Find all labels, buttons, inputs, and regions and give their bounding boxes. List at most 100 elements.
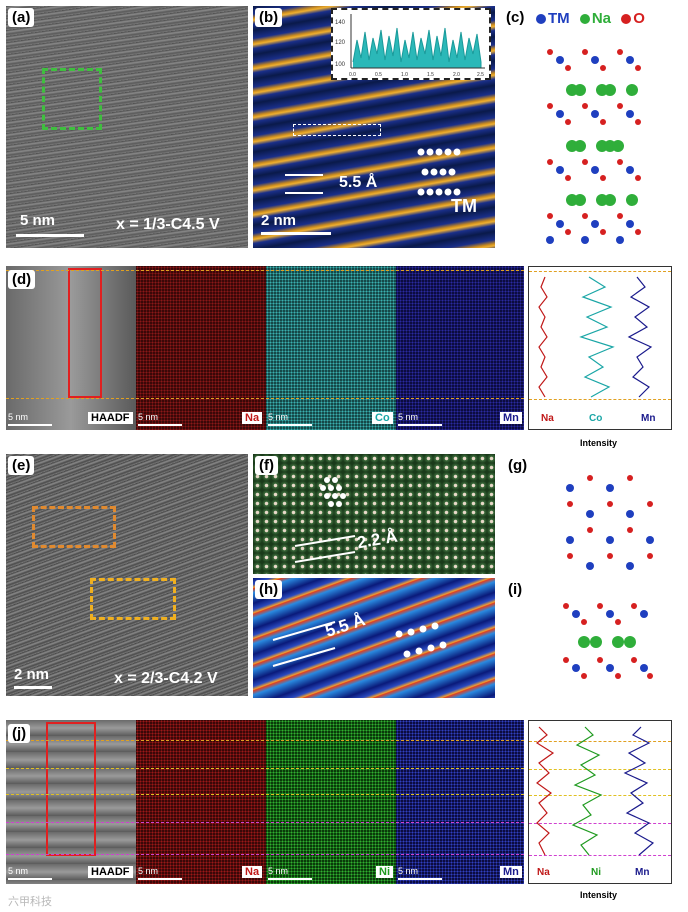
legend-tm: TM: [548, 10, 570, 27]
panel-d-eds-maps: (d) 5 nm HAADF 5 nm Na 5 nm Co 5 nm Mn: [6, 266, 524, 430]
tag-d-na: Na: [242, 412, 263, 424]
panel-i-label: (i): [508, 581, 523, 598]
legend-na: Na: [591, 10, 612, 27]
profile-d-label-co: Co: [589, 413, 603, 424]
profile-j-label-na: Na: [537, 867, 550, 878]
region-box-green: [42, 68, 102, 130]
scale-bar-d-3: [398, 424, 442, 426]
intensity-label-d: Intensity: [580, 438, 618, 448]
scale-bar-e: [14, 686, 52, 689]
panel-g-label: (g): [508, 457, 528, 474]
profile-d-mn: [627, 276, 653, 398]
condition-text-e: x = 2/3-C4.2 V: [114, 670, 218, 687]
scale-bar-d-0: [8, 424, 52, 426]
spacing-line-2: [285, 192, 323, 194]
profile-d-top-line: [529, 271, 671, 272]
scale-bar-a: [16, 234, 84, 237]
boundary-line-j-5: [6, 854, 524, 855]
scale-bar-j-3: [398, 878, 442, 880]
panel-j-eds-maps: (j) 5 nm HAADF 5 nm Na 5 nm Ni 5 nm Mn: [6, 720, 524, 884]
panel-j-label: (j): [8, 724, 31, 743]
scale-text-d-0: 5 nm: [8, 412, 29, 422]
profile-j-svg: [535, 726, 655, 856]
inset-y-tick-1: 120: [335, 40, 346, 46]
map-j-mn: [396, 720, 524, 884]
inset-profile-svg: 140 120 100 0.0 0.5 1.0 1.5 2.0 2.5: [335, 14, 485, 78]
scale-text-j-1: 5 nm: [138, 866, 159, 876]
map-d-mn: [396, 266, 524, 430]
panel-d-label: (d): [8, 270, 36, 289]
panel-h-atomic-image: (h) 5.5 Å: [253, 578, 495, 698]
scale-bar-d-1: [138, 424, 182, 426]
panel-i-structure-model: (i): [500, 578, 682, 698]
panel-a-label: (a): [8, 8, 35, 27]
tag-d-mn: Mn: [500, 412, 522, 424]
inset-y-tick-2: 100: [335, 62, 346, 68]
atom-dot-cluster-f: [320, 477, 346, 507]
spacing-text-f: 2.2 Å: [355, 526, 399, 553]
legend-dot-o: [621, 14, 632, 25]
inset-x-tick-1: 0.5: [375, 72, 382, 78]
structure-model-c: [546, 49, 641, 244]
inset-x-tick-5: 2.5: [477, 72, 484, 78]
profile-j-ni: [571, 726, 603, 856]
panel-b-label: (b): [255, 8, 283, 27]
inset-line-profile: 140 120 100 0.0 0.5 1.0 1.5 2.0 2.5: [331, 8, 491, 80]
scale-bar-j-1: [138, 878, 182, 880]
spacing-lines-f: [294, 535, 356, 563]
profile-d-label-na: Na: [541, 413, 554, 424]
profile-d-label-mn: Mn: [641, 413, 656, 424]
watermark-text: 六甲科技: [8, 896, 52, 908]
tag-j-mn: Mn: [500, 866, 522, 878]
profile-j-line-4: [529, 823, 671, 824]
map-j-na: [136, 720, 266, 884]
boundary-line-j-4: [6, 822, 524, 823]
profile-j-label-ni: Ni: [591, 867, 601, 878]
panel-f-atomic-image: (f) 2.2 Å: [253, 454, 495, 574]
inset-x-tick-4: 2.0: [453, 72, 460, 78]
inset-y-tick-0: 140: [335, 20, 346, 26]
tm-dot-array: [417, 148, 461, 196]
atom-dot-rows-h: [395, 622, 447, 658]
profile-d-co: [579, 276, 615, 398]
map-d-co: [266, 266, 396, 430]
inset-x-tick-3: 1.5: [427, 72, 434, 78]
tag-j-ni: Ni: [376, 866, 393, 878]
panel-a-haadf-image: (a) 5 nm x = 1/3-C4.5 V: [6, 6, 248, 248]
boundary-line-d-top: [6, 270, 524, 271]
profile-j-line-1: [529, 741, 671, 742]
profile-j-line-2: [529, 769, 671, 770]
line-profile-d: Na Co Mn: [528, 266, 672, 430]
legend-dot-na: [579, 14, 590, 25]
map-d-haadf: [6, 266, 136, 430]
spacing-lines-h: [272, 621, 336, 667]
panel-h-label: (h): [255, 580, 283, 599]
boundary-line-j-1: [6, 740, 524, 741]
panel-g-structure-model: (g): [500, 454, 682, 574]
scale-text-j-2: 5 nm: [268, 866, 289, 876]
tag-j-haadf: HAADF: [88, 866, 133, 878]
scale-bar-b: [261, 232, 331, 235]
scale-text-j-0: 5 nm: [8, 866, 29, 876]
map-j-ni: [266, 720, 396, 884]
scale-text-e: 2 nm: [14, 666, 50, 683]
profile-region-box: [293, 124, 381, 136]
scale-text-b: 2 nm: [261, 212, 297, 229]
spacing-text-b: 5.5 Å: [339, 174, 378, 191]
inset-x-tick-0: 0.0: [349, 72, 356, 78]
legend-c: TM Na O: [530, 10, 645, 27]
tag-j-na: Na: [242, 866, 263, 878]
tag-d-haadf: HAADF: [88, 412, 133, 424]
profile-j-label-mn: Mn: [635, 867, 650, 878]
panel-c-structure-model: (c) TM Na O: [500, 6, 682, 248]
scale-bar-j-0: [8, 878, 52, 880]
spacing-line-1: [285, 174, 323, 176]
profile-d-na: [538, 276, 548, 398]
structure-model-g: [566, 475, 654, 570]
profile-j-line-5: [529, 855, 671, 856]
legend-dot-tm: [536, 14, 546, 25]
map-d-na: [136, 266, 266, 430]
tm-label: TM: [451, 196, 477, 216]
panel-b-atomic-image: (b) 140 120 100 0.0 0.5 1.0 1.5 2.0 2.5 …: [253, 6, 495, 248]
profile-d-bottom-line: [529, 399, 671, 400]
